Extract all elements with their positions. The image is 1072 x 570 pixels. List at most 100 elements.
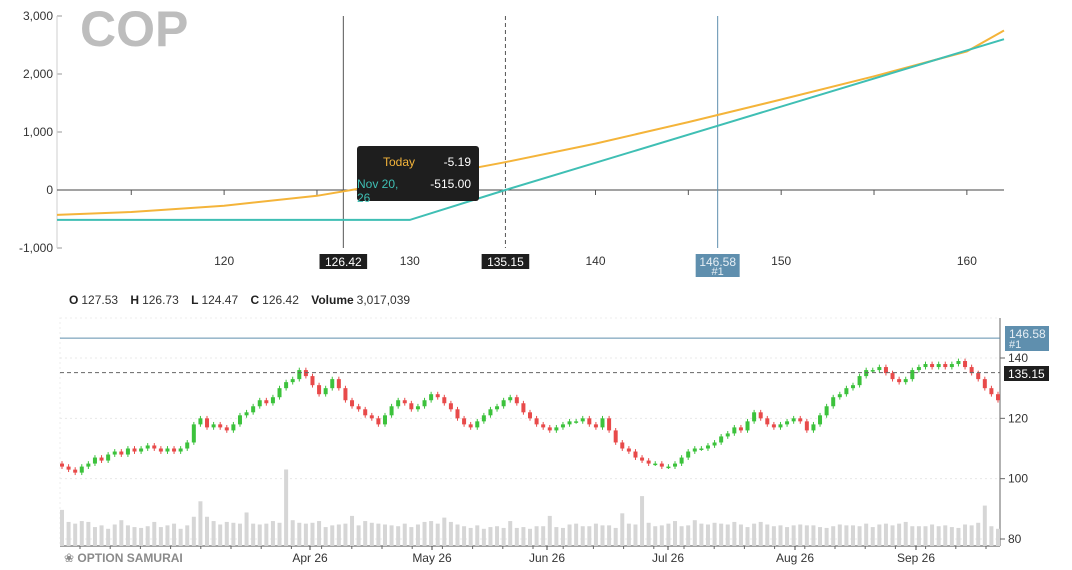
volume-bar	[554, 527, 559, 546]
volume-bar	[666, 523, 671, 546]
candle-body	[738, 427, 743, 431]
candle-body	[323, 388, 328, 395]
volume-bar	[336, 524, 341, 546]
candle-body	[224, 427, 229, 431]
candle-body	[560, 424, 565, 428]
x-tick-label: 150	[771, 254, 791, 268]
candle-body	[798, 418, 803, 422]
candle-body	[257, 400, 262, 407]
volume-bar	[165, 525, 170, 546]
breakeven-tag: 135.15	[481, 254, 530, 269]
breakeven-price-tag: 135.15	[1004, 366, 1049, 381]
candle-body	[264, 400, 269, 404]
volume-bar	[290, 520, 295, 546]
volume-bar	[211, 521, 216, 546]
volume-bar	[106, 528, 111, 546]
ticker-symbol: COP	[80, 1, 188, 57]
candle-body	[877, 367, 882, 371]
volume-bar	[501, 527, 506, 546]
volume-bar	[976, 522, 981, 546]
target-tag: 146.58#1	[695, 254, 740, 278]
volume-bar	[653, 526, 658, 546]
volume-bar	[158, 527, 163, 546]
candle-body	[640, 457, 645, 461]
volume-bar	[356, 525, 361, 546]
candle-body	[633, 451, 638, 458]
candle-body	[402, 400, 407, 404]
candle-body	[86, 463, 91, 467]
candle-body	[857, 376, 862, 386]
volume-bar	[218, 524, 223, 546]
volume-bar	[626, 523, 631, 546]
volume-bar	[640, 496, 645, 546]
candle-body	[415, 406, 420, 410]
high-value: 126.73	[142, 293, 179, 307]
x-tick-label: 140	[585, 254, 605, 268]
volume-bar	[593, 523, 598, 546]
target-price-tag-id: #1	[1009, 339, 1021, 351]
volume-bar	[534, 526, 539, 546]
candle-body	[903, 379, 908, 383]
candle-body	[211, 424, 216, 428]
candle-body	[205, 418, 210, 428]
volume-bar	[297, 522, 302, 546]
candle-body	[547, 427, 552, 431]
price-x-tick-label: Apr 26	[292, 551, 328, 565]
candle-body	[152, 445, 157, 449]
target-tag-bg	[695, 254, 740, 277]
candle-body	[112, 451, 117, 455]
price-x-tick-label: Jun 26	[529, 551, 565, 565]
volume-bar	[745, 527, 750, 546]
candle-body	[705, 445, 710, 449]
volume-bar	[659, 525, 664, 546]
candle-body	[297, 370, 302, 380]
volume-bar	[363, 521, 368, 546]
volume-bar	[178, 528, 183, 546]
candle-body	[251, 406, 256, 413]
candle-body	[165, 448, 170, 452]
volume-bar	[633, 524, 638, 546]
volume-bar	[448, 521, 453, 546]
logo-text: OPTION SAMURAI	[77, 551, 183, 565]
volume-bar	[673, 521, 678, 546]
candle-body	[521, 403, 526, 413]
candle-body	[732, 427, 737, 434]
volume-bar	[435, 523, 440, 546]
volume-bar	[890, 525, 895, 546]
candle-body	[607, 418, 612, 431]
volume-bar	[310, 522, 315, 546]
volume-bar	[139, 527, 144, 546]
candle-body	[725, 433, 730, 437]
high-label: H	[130, 293, 140, 307]
candle-body	[132, 448, 137, 452]
y-tick-label: -1,000	[19, 241, 53, 255]
candle-body	[409, 403, 414, 410]
volume-bar	[560, 527, 565, 546]
candle-body	[831, 397, 836, 407]
volume-bar	[916, 526, 921, 546]
candle-body	[883, 367, 888, 374]
breakeven-tag-text: 135.15	[487, 255, 524, 269]
y-tick-label: 0	[46, 183, 53, 197]
volume-bar	[205, 516, 210, 546]
open-value: 127.53	[81, 293, 119, 307]
tooltip-today-label: Today	[382, 155, 415, 169]
volume-bar	[949, 527, 954, 546]
candle-body	[178, 448, 183, 452]
candle-body	[923, 364, 928, 368]
candle-body	[125, 448, 130, 455]
volume-bar	[237, 523, 242, 546]
candle-body	[580, 418, 585, 422]
candle-body	[119, 451, 124, 455]
volume-bar	[837, 524, 842, 546]
volume-bar	[824, 527, 829, 546]
candle-body	[508, 397, 513, 401]
target-tag-price: 146.58	[699, 255, 736, 269]
price-x-tick-label: Sep 26	[897, 551, 935, 565]
volume-bar	[99, 525, 104, 546]
candle-body	[897, 379, 902, 383]
volume-bar	[903, 521, 908, 546]
candle-body	[613, 430, 618, 443]
volume-bar	[66, 521, 71, 546]
candle-body	[218, 424, 223, 428]
